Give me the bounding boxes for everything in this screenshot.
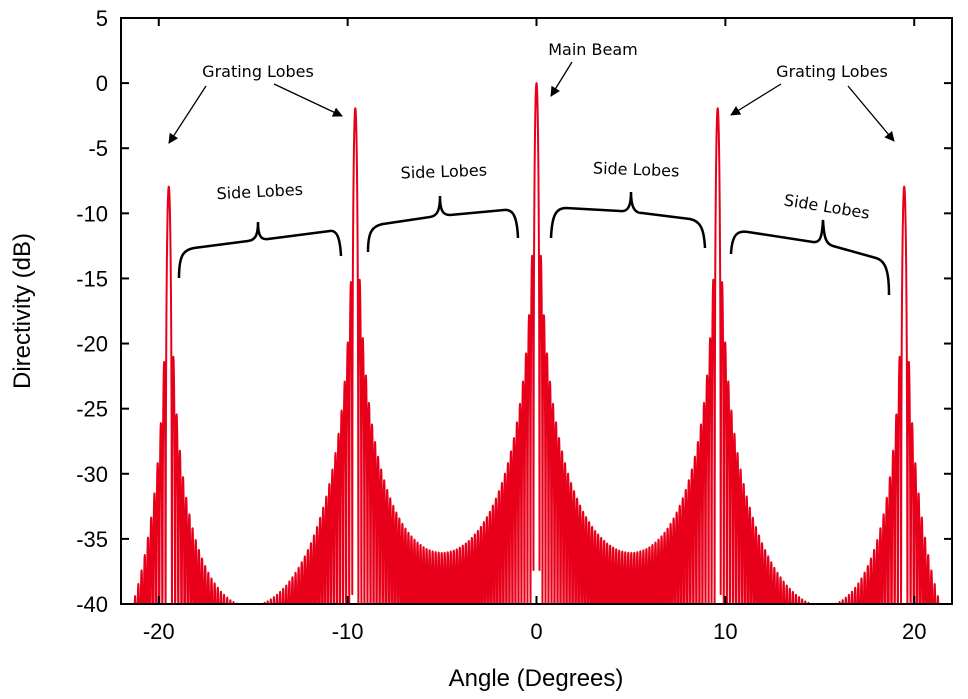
side-lobes-label-4: Side Lobes xyxy=(783,190,871,222)
grating-arrow-right-inner xyxy=(730,83,782,116)
main-beam-arrow xyxy=(550,61,573,97)
y-tick-label: -40 xyxy=(76,592,108,617)
x-tick-label: 10 xyxy=(713,619,737,644)
side-lobes-label-1: Side Lobes xyxy=(216,180,303,203)
grating-arrow-left-outer xyxy=(168,85,207,144)
side-lobes-brace-2 xyxy=(366,195,520,253)
grating-arrow-right-outer xyxy=(847,85,895,142)
side-lobes-brace-3 xyxy=(549,191,707,249)
side-lobes-label-3: Side Lobes xyxy=(593,159,680,181)
x-tick-label: -10 xyxy=(332,619,364,644)
y-tick-label: -25 xyxy=(76,397,108,422)
y-tick-label: -20 xyxy=(76,332,108,357)
y-tick-label: 0 xyxy=(96,71,108,96)
y-tick-label: -5 xyxy=(88,136,108,161)
plot-frame xyxy=(120,17,953,605)
y-tick-label: -15 xyxy=(76,266,108,291)
y-axis-title: Directivity (dB) xyxy=(9,233,36,389)
grating-arrow-left-inner xyxy=(273,83,343,117)
directivity-series-line xyxy=(121,82,952,604)
side-lobes-brace-4 xyxy=(729,219,891,296)
side-lobes-label-2: Side Lobes xyxy=(400,161,487,183)
grating-lobes-label-right: Grating Lobes xyxy=(776,62,888,81)
y-tick-label: -30 xyxy=(76,462,108,487)
x-tick-label: 0 xyxy=(530,619,542,644)
x-axis-title: Angle (Degrees) xyxy=(449,665,624,692)
grating-lobes-label-left: Grating Lobes xyxy=(202,62,314,81)
main-beam-label: Main Beam xyxy=(548,40,638,59)
y-tick-label: -10 xyxy=(76,201,108,226)
y-tick-label: -35 xyxy=(76,527,108,552)
y-tick-label: 5 xyxy=(96,6,108,31)
side-lobes-brace-1 xyxy=(177,221,343,279)
x-tick-label: -20 xyxy=(143,619,175,644)
axis-ticks: 5 0 -5 -10 -15 -20 -25 -30 -35 -40 -20 -10 0 10 20 xyxy=(76,6,952,644)
x-tick-label: 20 xyxy=(902,619,926,644)
plot-area xyxy=(121,82,952,604)
